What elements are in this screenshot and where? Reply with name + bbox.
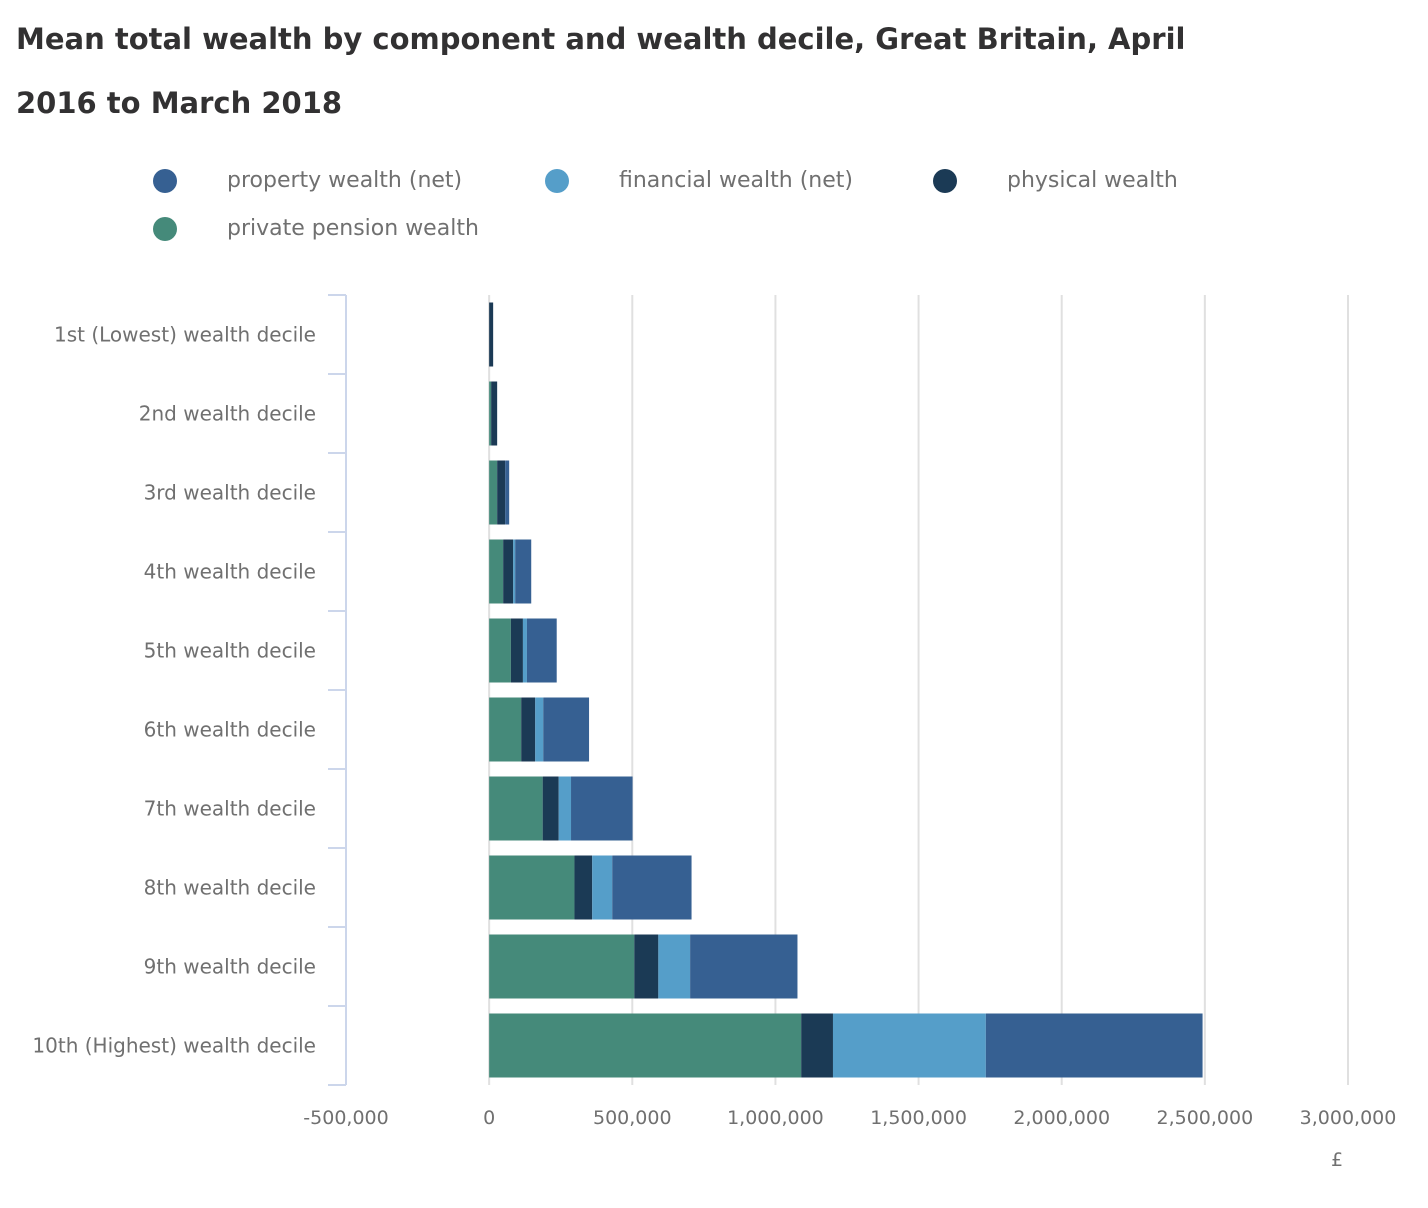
bar-segment [542,776,559,841]
category-label: 9th wealth decile [144,955,316,979]
bar-segment [574,855,593,920]
chart-title-line-1: Mean total wealth by component and wealt… [16,22,1186,56]
category-label: 3rd wealth decile [144,481,316,505]
bar-segment [521,697,536,762]
bar-segment [491,381,498,446]
bar-segment [985,1013,1203,1078]
bar-segment [489,381,492,446]
bar-segment [522,618,527,683]
category-label: 5th wealth decile [144,639,316,663]
category-label: 7th wealth decile [144,797,316,821]
bar-segment [801,1013,833,1078]
bar-segment [505,460,510,525]
legend-marker-icon [153,168,177,193]
bar-segment [489,776,543,841]
bar-segment [513,539,516,604]
x-tick-label: 500,000 [593,1107,672,1129]
bar-segment [489,697,522,762]
legend-marker-icon [153,216,177,241]
legend-item-physical[interactable]: physical wealth [933,168,1178,193]
chart-title-line-2: 2016 to March 2018 [16,86,343,120]
bar-segment [489,934,635,999]
bar-segment [489,1013,802,1078]
legend-marker-icon [933,168,957,193]
bar-segment [592,855,613,920]
category-label: 2nd wealth decile [139,402,316,426]
bar-segment [489,539,504,604]
legend-label: property wealth (net) [227,168,463,193]
legend-label: physical wealth [1007,168,1178,193]
legend-item-property[interactable]: property wealth (net) [153,168,462,193]
bar-segment [489,460,498,525]
bar-segment [503,539,514,604]
bar-segment [497,460,506,525]
legend-marker-icon [545,168,569,193]
bar-segment [515,539,532,604]
x-tick-label: -500,000 [303,1107,388,1129]
bar-segment [658,934,691,999]
x-tick-label: 0 [483,1107,495,1129]
bar-segment [489,302,494,367]
x-axis-label: £ [1331,1149,1343,1171]
legend-item-financial[interactable]: financial wealth (net) [545,168,853,193]
x-tick-label: 1,000,000 [727,1107,824,1129]
bar-segment [489,855,575,920]
legend-label: private pension wealth [227,216,479,241]
bar-segment [634,934,659,999]
bar-segment [612,855,692,920]
x-tick-label: 2,500,000 [1157,1107,1254,1129]
category-label: 10th (Highest) wealth decile [32,1034,316,1058]
bar-segment [489,618,511,683]
x-tick-label: 2,000,000 [1013,1107,1110,1129]
legend-item-pension[interactable]: private pension wealth [153,216,479,241]
category-label: 8th wealth decile [144,876,316,900]
bar-segment [690,934,798,999]
legend-label: financial wealth (net) [619,168,853,193]
bar-segment [535,697,544,762]
bar-segment [558,776,572,841]
x-tick-label: 1,500,000 [870,1107,967,1129]
category-label: 1st (Lowest) wealth decile [54,323,316,347]
bar-segment [526,618,557,683]
x-tick-label: 3,000,000 [1300,1107,1397,1129]
bar-segment [543,697,590,762]
bar-segment [571,776,633,841]
bar-segment [832,1013,986,1078]
category-label: 4th wealth decile [144,560,316,584]
category-label: 6th wealth decile [144,718,316,742]
bar-segment [510,618,523,683]
